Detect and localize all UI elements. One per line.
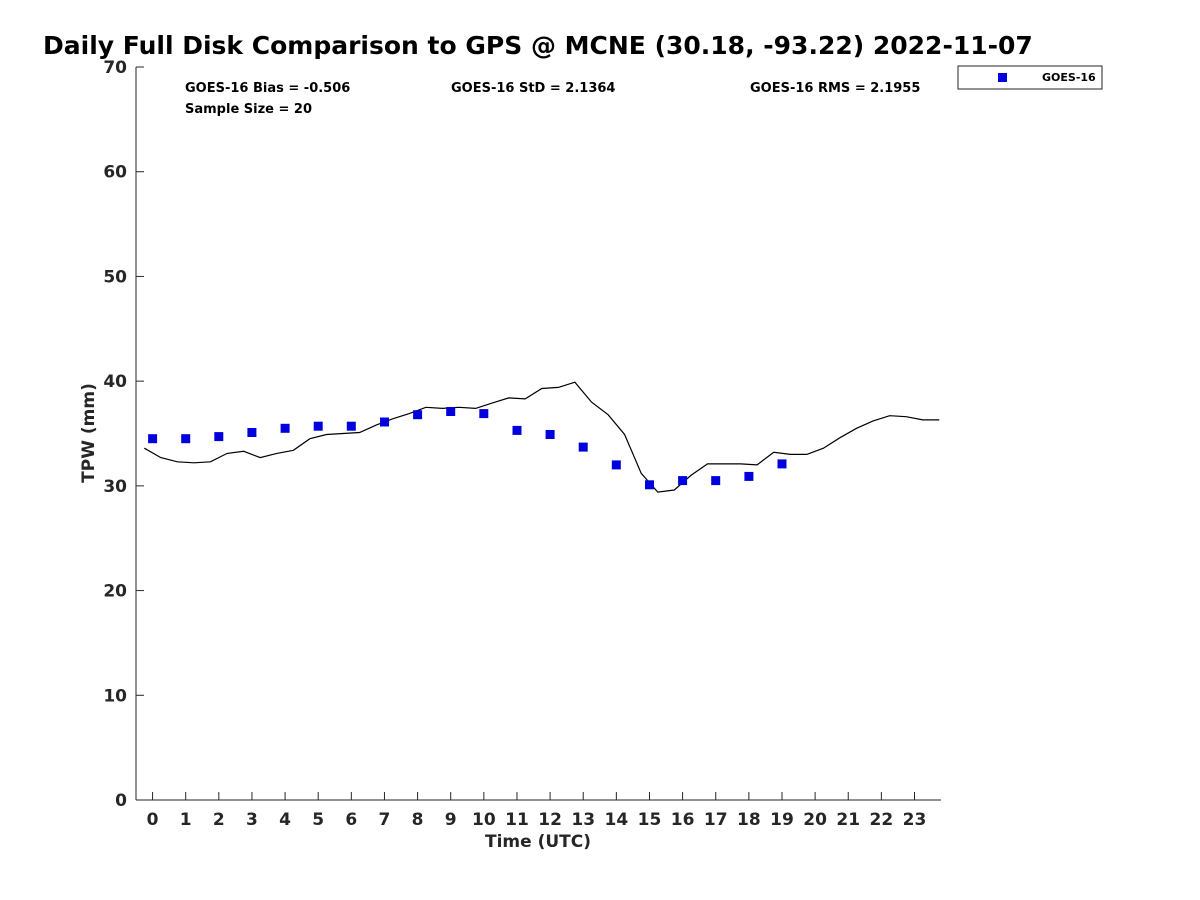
goes16-point — [711, 476, 721, 486]
y-tick-label: 70 — [103, 58, 127, 78]
chart-title: Daily Full Disk Comparison to GPS @ MCNE… — [43, 31, 1033, 60]
y-tick-label: 0 — [115, 791, 127, 811]
y-axis-label: TPW (mm) — [79, 383, 99, 483]
y-tick-label: 50 — [103, 267, 127, 287]
goes16-point — [446, 407, 456, 416]
x-tick-label: 18 — [737, 810, 761, 830]
x-tick-label: 16 — [671, 810, 695, 830]
goes16-point — [247, 428, 257, 437]
legend-marker — [998, 73, 1007, 82]
stat-std: GOES-16 StD = 2.1364 — [451, 81, 615, 96]
x-tick-label: 10 — [472, 810, 496, 830]
x-tick-label: 6 — [345, 810, 357, 830]
x-tick-label: 20 — [803, 810, 827, 830]
stat-sample-size: Sample Size = 20 — [185, 102, 312, 117]
goes16-point — [181, 434, 191, 444]
goes16-point — [512, 425, 522, 435]
goes16-point — [744, 471, 754, 481]
goes16-point — [346, 421, 356, 431]
goes16-point — [777, 459, 787, 469]
legend-label: GOES-16 — [1042, 71, 1096, 84]
legend: GOES-16 — [957, 65, 1103, 90]
y-tick-label: 30 — [103, 477, 127, 497]
x-tick-label: 11 — [505, 810, 529, 830]
x-tick-label: 19 — [770, 810, 794, 830]
plot-area — [144, 381, 940, 493]
x-tick-label: 8 — [412, 810, 424, 830]
x-tick-label: 23 — [903, 810, 927, 830]
x-tick-label: 14 — [605, 810, 629, 830]
stat-bias: GOES-16 Bias = -0.506 — [185, 81, 350, 96]
y-tick-label: 40 — [103, 372, 127, 392]
x-tick-label: 21 — [836, 810, 860, 830]
goes16-point — [611, 460, 621, 470]
y-tick-label: 10 — [103, 686, 127, 706]
x-ticks: 0 1 2 3 4 5 6 7 8 9 10 11 12 13 14 15 16 17 18 19 20 21 22 23 — [147, 792, 927, 830]
goes16-point — [214, 432, 224, 442]
x-tick-label: 3 — [246, 810, 258, 830]
x-tick-label: 22 — [870, 810, 894, 830]
stat-rms: GOES-16 RMS = 2.1955 — [750, 81, 920, 96]
x-tick-label: 12 — [538, 810, 562, 830]
x-axis-label: Time (UTC) — [485, 832, 591, 852]
goes16-point — [479, 409, 489, 419]
goes16-point — [313, 421, 323, 431]
x-tick-label: 4 — [279, 810, 291, 830]
x-tick-label: 0 — [147, 810, 159, 830]
x-tick-label: 15 — [638, 810, 662, 830]
goes16-point — [678, 476, 688, 486]
gps-line — [144, 381, 940, 493]
goes16-point — [578, 442, 588, 452]
x-tick-label: 9 — [445, 810, 457, 830]
goes16-point — [545, 430, 555, 439]
goes16-point — [413, 410, 423, 420]
goes16-point — [645, 480, 654, 490]
stats-annotations: GOES-16 Bias = -0.506 GOES-16 StD = 2.13… — [185, 81, 920, 117]
goes16-point — [148, 434, 158, 444]
x-tick-label: 1 — [180, 810, 192, 830]
goes16-point — [280, 423, 290, 433]
y-tick-label: 20 — [103, 582, 127, 602]
y-tick-label: 60 — [103, 163, 127, 183]
x-tick-label: 17 — [704, 810, 728, 830]
x-tick-label: 13 — [571, 810, 595, 830]
x-tick-label: 2 — [213, 810, 225, 830]
axes — [135, 67, 941, 801]
x-tick-label: 5 — [312, 810, 324, 830]
legend-box — [957, 65, 1103, 90]
y-ticks: 0 10 20 30 40 50 60 70 — [103, 58, 144, 811]
x-tick-label: 7 — [379, 810, 391, 830]
goes16-point — [380, 417, 389, 427]
